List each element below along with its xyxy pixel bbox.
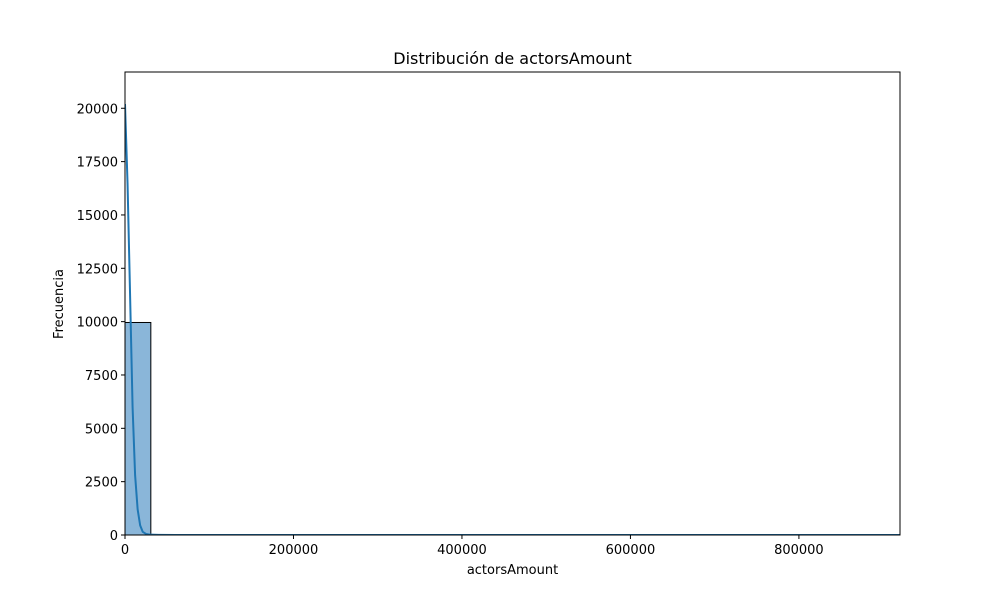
x-tick-label: 800000 xyxy=(774,543,824,558)
plot-frame xyxy=(124,71,901,536)
y-tick-label: 20000 xyxy=(77,102,118,117)
y-tick-label: 17500 xyxy=(77,156,118,171)
histogram-bar-0 xyxy=(125,321,152,535)
plot-area xyxy=(124,71,901,536)
x-tick-label: 600000 xyxy=(606,543,656,558)
y-tick-label: 12500 xyxy=(77,262,118,277)
x-tick-label: 400000 xyxy=(437,543,487,558)
x-axis-title: actorsAmount xyxy=(467,563,558,578)
y-tick-label: 7500 xyxy=(85,369,118,384)
x-tick-label: 200000 xyxy=(269,543,319,558)
y-tick-label: 0 xyxy=(110,529,118,544)
y-axis-title: Frecuencia xyxy=(52,269,67,339)
y-tick-label: 10000 xyxy=(77,316,118,331)
y-tick-label: 15000 xyxy=(77,209,118,224)
x-tick-label: 0 xyxy=(121,543,129,558)
y-axis: 0 2500 5000 7500 10000 12500 15000 17500 20000 xyxy=(77,102,125,544)
y-tick-label: 2500 xyxy=(85,476,118,491)
x-axis: 0 200000 400000 600000 800000 xyxy=(121,535,824,558)
y-tick-label: 5000 xyxy=(85,422,118,437)
chart-title: Distribución de actorsAmount xyxy=(393,49,632,68)
histogram-bars xyxy=(125,321,900,535)
